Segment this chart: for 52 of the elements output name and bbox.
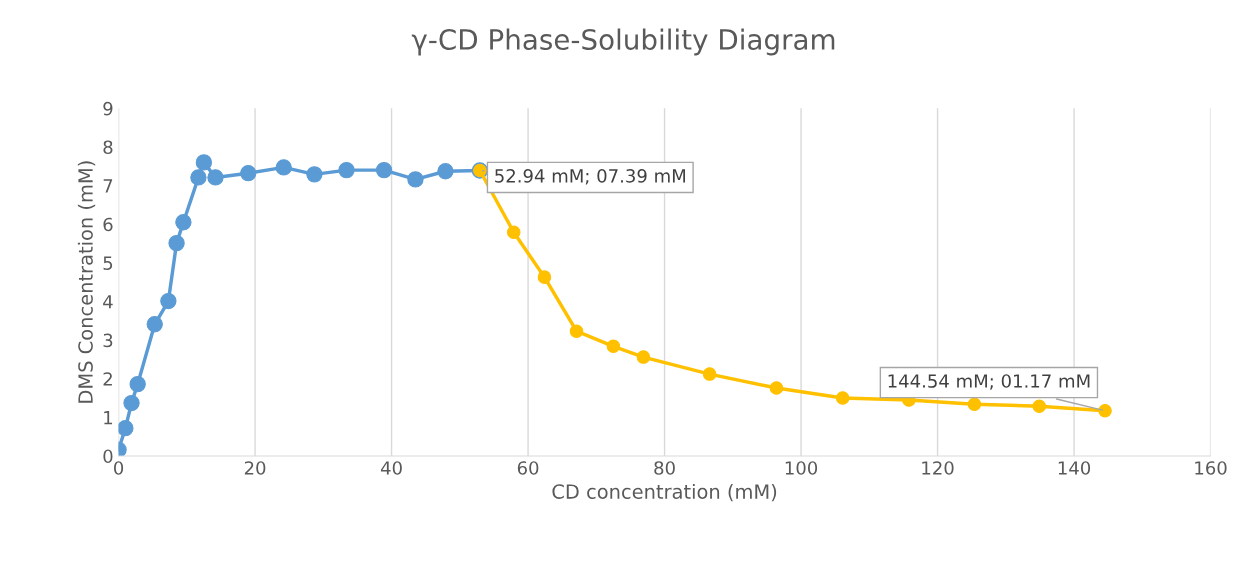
x-tick-label: 100 bbox=[785, 461, 818, 475]
x-tick-label: 60 bbox=[517, 461, 539, 475]
point bbox=[195, 154, 213, 171]
point bbox=[160, 292, 177, 310]
point bbox=[702, 367, 717, 381]
point bbox=[437, 163, 454, 180]
point bbox=[375, 161, 393, 179]
point bbox=[1098, 404, 1112, 418]
point bbox=[407, 171, 424, 188]
point bbox=[338, 161, 355, 179]
x-tick-label: 80 bbox=[654, 461, 675, 475]
x-tick-label: 120 bbox=[922, 461, 954, 475]
y-tick-label: 7 bbox=[103, 179, 113, 193]
y-tick-label: 8 bbox=[103, 140, 113, 155]
point bbox=[606, 339, 621, 354]
point bbox=[835, 391, 850, 405]
point bbox=[175, 214, 192, 231]
x-axis-title: CD concentration (mM) bbox=[552, 483, 777, 502]
chart-title: γ-CD Phase-Solubility Diagram bbox=[411, 28, 835, 56]
point bbox=[569, 324, 584, 338]
point bbox=[129, 375, 146, 393]
point bbox=[306, 166, 323, 183]
point bbox=[275, 159, 292, 176]
y-tick-label: 1 bbox=[104, 411, 113, 425]
y-tick-label: 3 bbox=[103, 333, 113, 348]
x-tick-label: 0 bbox=[114, 461, 124, 475]
point bbox=[769, 381, 784, 395]
y-tick-label: 4 bbox=[103, 295, 113, 309]
point bbox=[123, 394, 140, 412]
y-tick-label: 0 bbox=[103, 449, 113, 464]
y-tick-label: 2 bbox=[103, 372, 112, 386]
y-tick-label: 9 bbox=[103, 101, 113, 116]
x-tick-label: 40 bbox=[380, 461, 402, 475]
point bbox=[506, 225, 521, 240]
point bbox=[118, 420, 134, 437]
point bbox=[146, 316, 163, 333]
x-tick-label: 20 bbox=[244, 461, 266, 475]
point bbox=[190, 169, 207, 186]
annotation: 52.94 mM; 07.39 mM bbox=[495, 169, 686, 185]
point bbox=[240, 165, 257, 182]
point bbox=[537, 270, 552, 284]
x-tick-label: 140 bbox=[1058, 461, 1091, 475]
x-tick-label: 160 bbox=[1195, 461, 1227, 475]
point bbox=[967, 397, 982, 411]
point bbox=[636, 350, 651, 364]
point bbox=[207, 169, 224, 186]
point bbox=[1032, 399, 1047, 413]
point bbox=[168, 234, 185, 252]
y-axis-title: DMS Concentration (mM) bbox=[77, 161, 96, 403]
y-tick-label: 6 bbox=[103, 217, 113, 232]
annotation: 144.54 mM; 01.17 mM bbox=[888, 374, 1090, 390]
y-tick-label: 5 bbox=[103, 256, 113, 270]
